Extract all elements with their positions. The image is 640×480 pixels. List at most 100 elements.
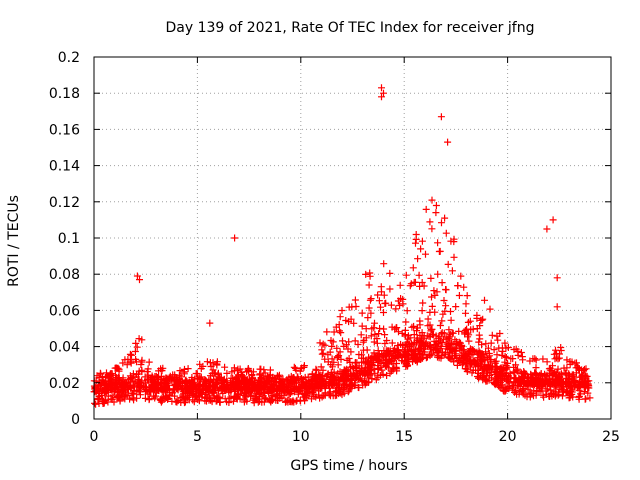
data-point <box>337 329 345 337</box>
data-point <box>225 399 233 406</box>
data-point <box>376 325 384 332</box>
data-point <box>221 395 229 403</box>
data-point <box>424 322 432 330</box>
data-point <box>367 295 375 303</box>
data-point <box>427 274 435 282</box>
data-point <box>491 362 499 370</box>
data-point <box>543 358 551 366</box>
data-point <box>444 260 452 268</box>
data-point <box>131 348 139 355</box>
data-point <box>306 377 314 384</box>
data-point <box>123 361 131 369</box>
data-point <box>303 387 311 395</box>
data-point <box>445 326 453 334</box>
data-point <box>392 305 400 313</box>
y-tick-label: 0.1 <box>58 231 80 247</box>
data-point <box>360 336 368 344</box>
data-point <box>450 238 458 246</box>
data-point <box>437 330 445 338</box>
data-point <box>282 398 289 406</box>
data-point <box>373 335 381 343</box>
data-point <box>272 390 280 398</box>
y-tick-label: 0.18 <box>49 86 80 102</box>
data-point <box>319 366 327 374</box>
data-point <box>411 346 419 354</box>
data-point <box>432 332 440 340</box>
data-point <box>318 393 326 401</box>
data-point <box>133 272 141 280</box>
data-point <box>313 366 321 374</box>
data-point <box>442 286 450 294</box>
data-point <box>563 388 571 396</box>
data-point <box>410 331 418 339</box>
data-point <box>206 319 214 327</box>
data-point <box>289 374 297 382</box>
data-point <box>560 383 568 391</box>
data-point <box>386 269 394 277</box>
data-point <box>413 336 421 344</box>
data-point <box>236 395 244 403</box>
data-point <box>154 374 161 382</box>
data-point <box>465 356 473 364</box>
data-point <box>454 282 462 290</box>
data-point <box>377 303 384 311</box>
data-point <box>235 386 243 393</box>
data-point <box>118 383 126 391</box>
data-point <box>553 354 560 362</box>
data-point <box>364 359 372 367</box>
tick-layer: 0 5 10 15 20 25 0 0.02 0.04 0.06 0.08 0.1 0.12 0.14 0.… <box>49 50 620 445</box>
data-point <box>191 381 199 389</box>
data-point <box>428 225 436 233</box>
data-point <box>554 379 562 387</box>
data-point <box>501 339 509 347</box>
data-point <box>484 344 492 352</box>
data-point <box>248 379 256 387</box>
data-point <box>104 392 112 400</box>
data-point <box>399 341 407 349</box>
y-tick-label: 0.02 <box>49 376 80 392</box>
data-point <box>168 377 176 385</box>
data-point <box>568 386 576 394</box>
data-point <box>452 303 460 311</box>
data-point <box>194 374 202 382</box>
data-point <box>378 84 385 92</box>
data-point <box>417 245 425 253</box>
y-tick-label: 0.14 <box>49 159 80 175</box>
data-point <box>579 379 587 386</box>
data-point <box>428 302 436 310</box>
data-point <box>447 316 455 324</box>
data-point <box>430 337 438 345</box>
data-point <box>159 364 167 372</box>
data-point <box>338 307 346 314</box>
data-point <box>196 360 204 368</box>
data-point <box>460 283 468 291</box>
data-point <box>466 317 474 325</box>
data-point <box>228 368 236 376</box>
y-tick-label: 0.04 <box>49 340 80 356</box>
data-point <box>207 363 215 370</box>
x-tick-label: 25 <box>602 429 620 445</box>
data-point <box>151 394 159 402</box>
data-point <box>374 371 382 379</box>
y-tick-label: 0 <box>71 412 80 428</box>
data-point <box>382 347 390 355</box>
data-point <box>158 387 166 395</box>
data-point <box>464 333 472 341</box>
data-point <box>280 386 288 394</box>
data-point <box>206 359 214 367</box>
data-point <box>438 339 446 346</box>
data-point <box>479 371 487 379</box>
x-tick-label: 0 <box>90 429 99 445</box>
data-point <box>111 364 119 372</box>
data-point <box>457 272 465 280</box>
data-point <box>297 365 305 372</box>
data-point <box>450 253 458 261</box>
data-point <box>244 365 252 372</box>
data-point <box>567 387 574 395</box>
data-point <box>493 351 501 359</box>
data-point <box>372 353 380 361</box>
data-point <box>424 342 432 350</box>
data-point <box>348 373 356 380</box>
data-point <box>398 357 406 365</box>
